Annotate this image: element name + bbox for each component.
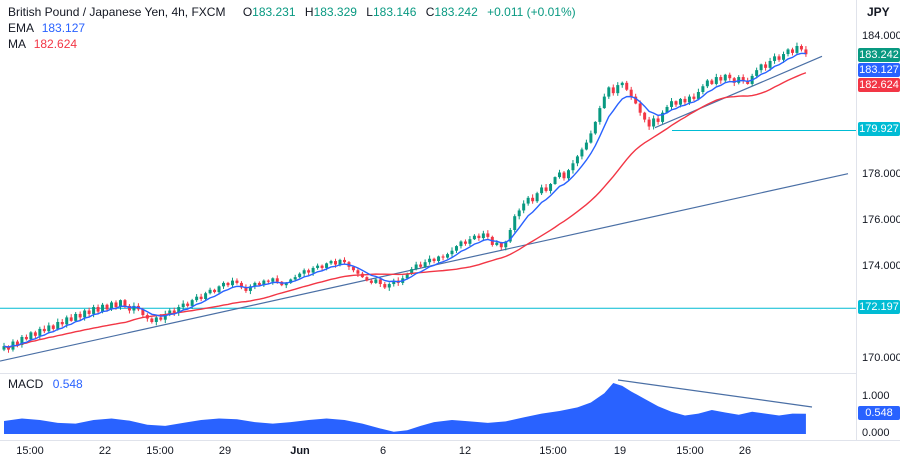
time-axis-label: 19 [613,445,627,457]
macd-trendline [617,379,813,408]
time-axis-label: 12 [458,445,472,457]
time-axis-label: 6 [379,445,387,457]
macd-axis-label: 0.000 [862,427,890,439]
change-value: +0.011 (+0.01%) [487,5,576,19]
time-axis[interactable]: 15:00 22 15:00 29 Jun 6 12 15:00 19 15:00 26 [0,440,900,462]
open-label: O [242,5,253,19]
low-value: 183.146 [372,5,417,19]
legend-ma-row[interactable]: MA 182.624 [8,36,576,52]
time-axis-label: 15:00 [16,445,44,457]
macd-value: 0.548 [52,377,83,391]
time-axis-label: 26 [738,445,752,457]
time-axis-label: 22 [98,445,112,457]
ma-line [3,72,807,349]
price-axis-label: 176.000 [862,213,900,226]
pane-separator[interactable] [0,373,900,374]
price-axis-badge: 182.624 [858,78,900,92]
price-axis-label: 178.000 [862,167,900,180]
symbol-title[interactable]: British Pound / Japanese Yen, 4h, FXCM [8,5,226,19]
high-label: H [304,5,314,19]
legend-ohlc-row: British Pound / Japanese Yen, 4h, FXCM O… [8,4,576,20]
legend-ema-row[interactable]: EMA 183.127 [8,20,576,36]
time-axis-label: 15:00 [539,445,567,457]
close-value: 183.242 [434,5,478,19]
price-axis-badge: 172.197 [858,300,900,315]
chart-canvas[interactable] [0,0,856,440]
macd-legend[interactable]: MACD 0.548 [8,377,83,391]
time-axis-label: Jun [290,445,310,457]
price-axis-label: 170.000 [862,351,900,364]
close-label: C [425,5,435,19]
open-value: 183.231 [252,5,296,19]
ema-value: 183.127 [41,21,86,35]
quote-currency-label: JPY [867,5,890,19]
price-axis-label: 184.000 [862,29,900,42]
ema-line [3,52,806,348]
price-axis-badge: 179.927 [858,122,900,137]
trendline [0,173,849,362]
time-axis-label: 29 [218,445,232,457]
price-axis-badge: 183.127 [858,63,900,77]
price-axis[interactable]: JPY 184.000 178.000 176.000 174.000 170.000 1… [856,0,900,440]
time-axis-label: 15:00 [676,445,704,457]
time-axis-label: 15:00 [146,445,174,457]
chart-legend: British Pound / Japanese Yen, 4h, FXCM O… [8,4,576,52]
ma-label: MA [8,37,26,51]
ema-label: EMA [8,21,34,35]
high-value: 183.329 [313,5,357,19]
macd-axis-label: 1.000 [862,390,890,402]
price-axis-badge: 183.242 [858,48,900,62]
ma-value: 182.624 [33,37,78,51]
price-axis-label: 174.000 [862,259,900,272]
macd-axis-badge: 0.548 [858,405,900,420]
trendline [654,55,823,129]
macd-label: MACD [8,377,44,391]
low-label: L [366,5,373,19]
macd-area [4,382,806,434]
